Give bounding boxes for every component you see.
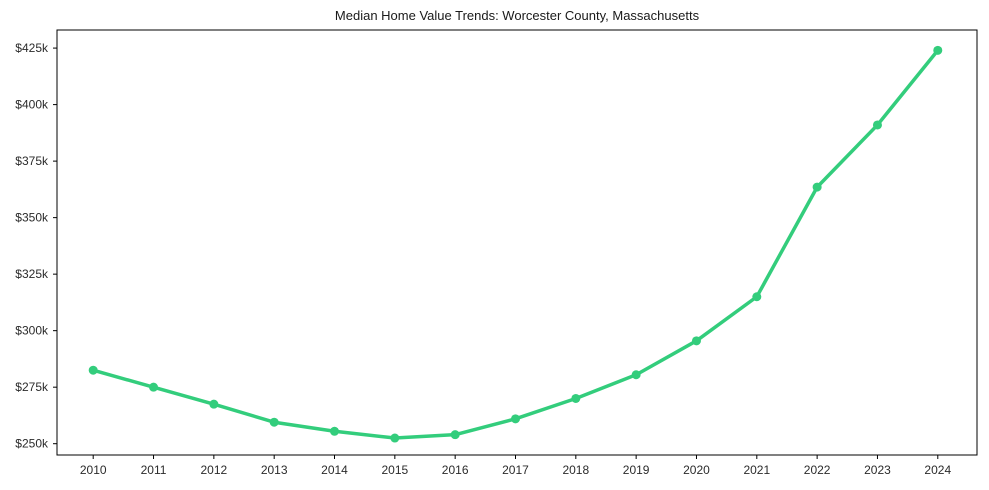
x-tick-label: 2011 <box>141 463 167 477</box>
x-tick-label: 2017 <box>502 463 529 477</box>
axis-ticks: $250k $275k $300k $325k $350k $375k $400k $425k… <box>15 41 951 477</box>
data-point <box>88 365 98 375</box>
x-tick-label: 2023 <box>864 463 891 477</box>
data-point <box>872 120 882 130</box>
y-tick-label: $425k <box>15 41 49 55</box>
data-point <box>330 426 340 436</box>
y-tick-label: $250k <box>15 437 49 451</box>
data-point <box>450 430 460 440</box>
line-series <box>88 45 943 443</box>
x-tick-label: 2014 <box>321 463 348 477</box>
data-point <box>933 45 943 55</box>
x-tick-label: 2022 <box>804 463 831 477</box>
x-tick-label: 2021 <box>743 463 770 477</box>
data-point <box>691 336 701 346</box>
y-tick-label: $325k <box>15 267 49 281</box>
data-point <box>812 182 822 192</box>
x-tick-label: 2018 <box>562 463 589 477</box>
x-tick-label: 2012 <box>201 463 228 477</box>
data-point <box>269 417 279 427</box>
trend-line <box>91 48 940 440</box>
x-tick-label: 2015 <box>381 463 408 477</box>
y-tick-label: $375k <box>15 154 49 168</box>
x-tick-label: 2024 <box>924 463 951 477</box>
y-tick-label: $350k <box>15 211 49 225</box>
data-point <box>571 393 581 403</box>
x-tick-label: 2019 <box>623 463 650 477</box>
x-tick-label: 2010 <box>80 463 107 477</box>
data-point <box>752 292 762 302</box>
y-tick-label: $275k <box>15 380 49 394</box>
chart-title: Median Home Value Trends: Worcester Coun… <box>334 8 700 23</box>
data-point <box>510 414 520 424</box>
x-tick-label: 2016 <box>442 463 469 477</box>
y-tick-label: $300k <box>15 324 49 338</box>
y-tick-label: $400k <box>15 98 49 112</box>
x-tick-label: 2020 <box>683 463 710 477</box>
data-point <box>390 433 400 443</box>
data-point <box>149 382 159 392</box>
data-point <box>209 399 219 409</box>
x-tick-label: 2013 <box>261 463 288 477</box>
plot-border <box>56 29 978 456</box>
data-point <box>631 370 641 380</box>
